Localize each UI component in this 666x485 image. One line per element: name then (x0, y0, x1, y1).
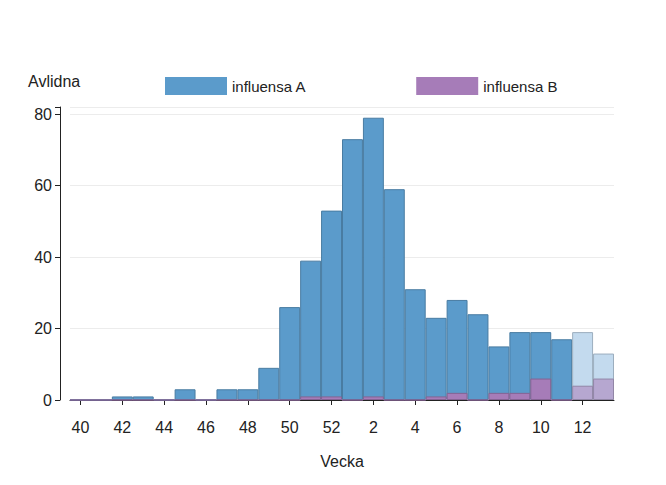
svg-text:42: 42 (113, 419, 131, 436)
svg-text:influensa B: influensa B (483, 78, 557, 95)
svg-text:44: 44 (155, 419, 173, 436)
svg-text:20: 20 (34, 320, 52, 337)
svg-text:60: 60 (34, 177, 52, 194)
svg-text:52: 52 (323, 419, 341, 436)
svg-text:8: 8 (494, 419, 503, 436)
svg-text:46: 46 (197, 419, 215, 436)
svg-text:0: 0 (43, 392, 52, 409)
svg-text:80: 80 (34, 106, 52, 123)
svg-text:40: 40 (34, 249, 52, 266)
svg-text:Vecka: Vecka (320, 453, 364, 470)
svg-text:50: 50 (281, 419, 299, 436)
svg-text:12: 12 (574, 419, 592, 436)
svg-text:40: 40 (72, 419, 90, 436)
svg-text:10: 10 (532, 419, 550, 436)
svg-text:4: 4 (411, 419, 420, 436)
svg-text:48: 48 (239, 419, 257, 436)
svg-text:influensa A: influensa A (232, 78, 305, 95)
svg-text:Avlidna: Avlidna (28, 73, 80, 90)
svg-text:6: 6 (453, 419, 462, 436)
svg-text:2: 2 (369, 419, 378, 436)
